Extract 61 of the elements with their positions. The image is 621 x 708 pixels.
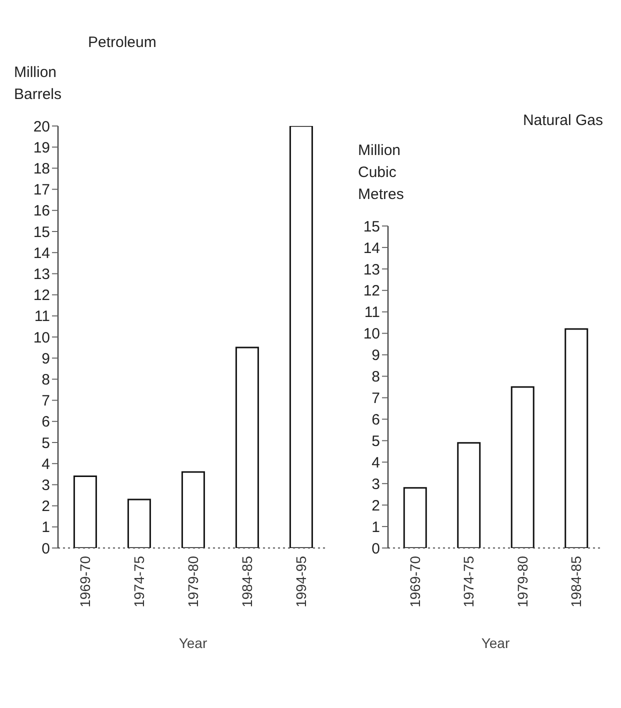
y-tick-label: 1	[42, 519, 50, 536]
x-tick-label: 1984-85	[238, 556, 255, 608]
y-tick-label: 14	[363, 240, 380, 257]
y-tick-label: 3	[42, 477, 50, 494]
y-tick-label: 4	[42, 456, 50, 473]
x-tick-label: 1969-70	[406, 556, 423, 608]
y-tick-label: 20	[33, 118, 50, 136]
y-axis-title: Million Cubic Metres	[358, 141, 404, 205]
bar	[457, 442, 481, 548]
y-tick-label: 5	[42, 434, 50, 452]
x-tick-label: 1994-95	[292, 556, 309, 608]
x-axis-title: Year	[481, 635, 510, 651]
y-tick-label: 9	[372, 347, 380, 364]
y-tick-label: 12	[363, 282, 380, 300]
bar	[235, 346, 259, 548]
y-tick-label: 16	[33, 202, 50, 220]
y-tick-label: 2	[372, 497, 380, 514]
y-tick-label: 0	[42, 540, 50, 558]
y-tick-label: 2	[42, 498, 50, 516]
bar	[181, 471, 205, 548]
y-tick-label: 8	[372, 368, 380, 386]
x-tick-label: 1979-80	[184, 556, 201, 608]
y-tick-label: 12	[33, 287, 50, 304]
bar	[73, 476, 97, 548]
y-tick-label: 13	[33, 266, 50, 284]
chart-title: Petroleum	[87, 34, 158, 51]
y-tick-label: 10	[363, 326, 380, 343]
x-tick-label: 1984-85	[568, 556, 584, 608]
y-tick-label: 18	[33, 160, 50, 178]
y-tick-label: 13	[363, 261, 380, 278]
y-tick-label: 0	[372, 540, 380, 558]
y-tick-label: 11	[364, 304, 380, 322]
bar	[403, 487, 427, 548]
chart-title: Natural Gas	[522, 112, 604, 129]
bar	[564, 328, 588, 548]
y-tick-label: 7	[42, 392, 50, 410]
x-tick-label: 1969-70	[76, 556, 93, 608]
x-tick-label: 1979-80	[514, 556, 530, 608]
y-tick-label: 9	[42, 350, 50, 368]
x-tick-label: 1974-75	[130, 556, 147, 608]
y-tick-label: 15	[363, 218, 380, 236]
y-tick-label: 6	[372, 412, 380, 429]
y-tick-label: 3	[372, 476, 380, 493]
x-axis-title: Year	[178, 635, 208, 651]
y-tick-label: 5	[372, 432, 380, 450]
y-tick-label: 7	[372, 390, 380, 408]
y-tick-label: 6	[42, 414, 50, 431]
y-tick-label: 15	[33, 224, 50, 241]
y-tick-label: 8	[42, 372, 50, 389]
y-tick-label: 19	[33, 139, 50, 156]
y-tick-label: 11	[34, 308, 50, 326]
bar	[510, 386, 534, 548]
y-tick-label: 17	[33, 182, 50, 199]
y-axis-title: Million Barrels	[14, 63, 62, 105]
y-tick-label: 1	[372, 518, 380, 536]
x-tick-label: 1974-75	[460, 556, 477, 608]
y-tick-label: 14	[33, 244, 50, 262]
bar	[127, 498, 151, 548]
bar	[289, 126, 313, 548]
y-tick-label: 4	[372, 454, 380, 472]
y-tick-label: 10	[33, 329, 50, 346]
